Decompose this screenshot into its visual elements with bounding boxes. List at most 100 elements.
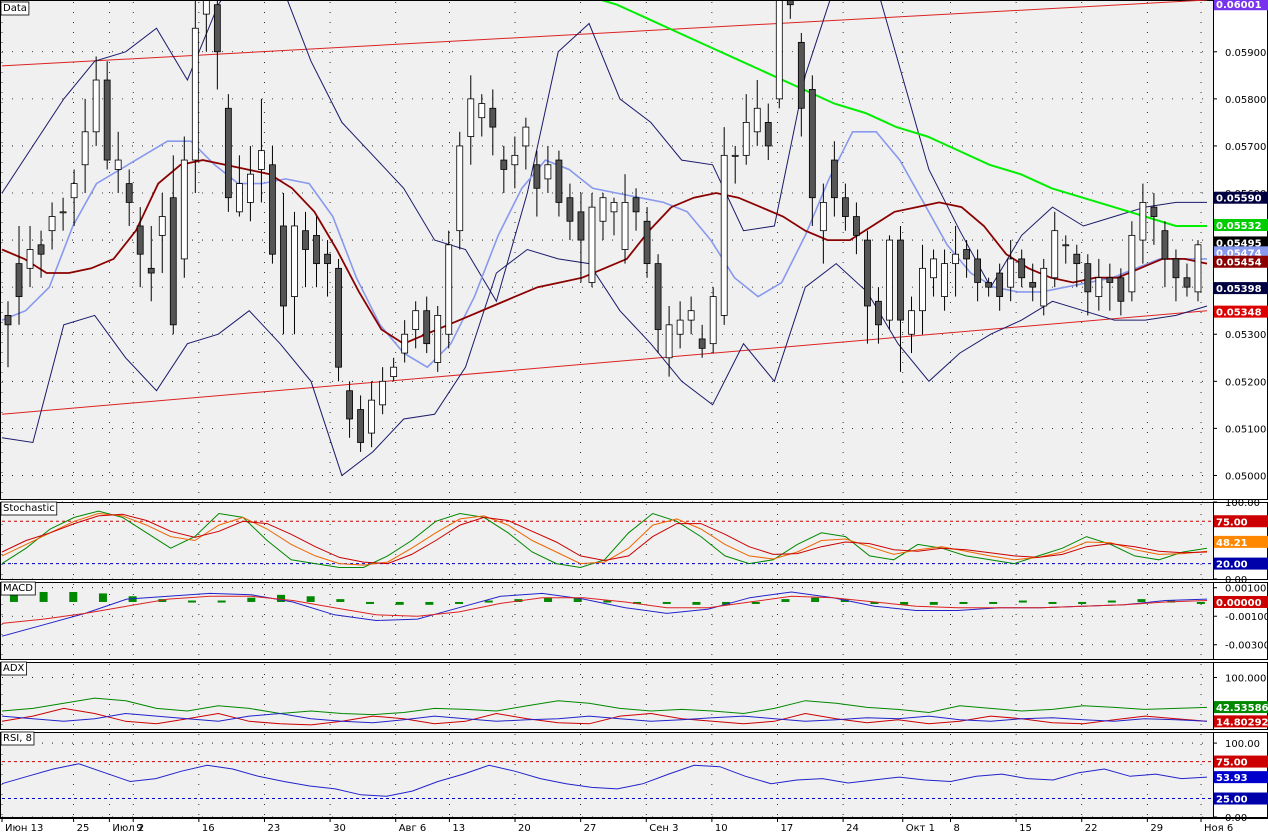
candle-body xyxy=(544,164,552,180)
macd-histogram-bar xyxy=(425,601,434,605)
macd-histogram-bar xyxy=(336,599,345,602)
candle-body xyxy=(335,267,342,368)
price-tag-label: 0.06001 xyxy=(1216,0,1262,11)
candle-body xyxy=(676,319,684,335)
candle-body xyxy=(412,310,420,330)
y-tick-label: 0.05800 xyxy=(1225,95,1266,106)
y-tick-label: 0.05200 xyxy=(1225,377,1266,388)
candle-body xyxy=(1117,277,1125,302)
price-tag-label: 0.05474 xyxy=(1216,248,1262,259)
macd-histogram-bar xyxy=(1137,599,1146,602)
candle-body xyxy=(1040,267,1048,307)
candle-body xyxy=(434,315,442,363)
candle-body xyxy=(875,300,882,326)
macd-histogram-bar xyxy=(722,601,731,605)
y-tick-label: 0.00100 xyxy=(1225,584,1266,595)
price-tag xyxy=(1214,715,1268,728)
candle-body xyxy=(147,267,155,274)
x-tick-label: 8 xyxy=(953,823,959,834)
x-tick-label: 24 xyxy=(846,823,859,834)
candle-body xyxy=(908,310,915,335)
macd-histogram-bar xyxy=(959,601,968,604)
candle-body xyxy=(1051,230,1059,279)
x-tick-label: 15 xyxy=(1019,823,1032,834)
x-tick-label: 27 xyxy=(584,823,597,834)
macd-histogram-bar xyxy=(306,596,315,602)
price-tag xyxy=(1214,0,1268,11)
stochastic-series-group xyxy=(1,510,1208,569)
candle-body xyxy=(511,154,519,166)
panel-title-box xyxy=(0,1,30,16)
candle-body xyxy=(368,399,376,434)
main-series-group xyxy=(1,1,1208,477)
price-tag xyxy=(1214,595,1268,608)
candle-body xyxy=(302,230,309,250)
x-tick-label: Ноя 6 xyxy=(1204,823,1233,834)
candle-body xyxy=(985,282,993,288)
candle-body xyxy=(4,315,12,326)
panel-background xyxy=(0,732,1213,817)
candle-body xyxy=(786,1,794,6)
y-tick-label: 100.00 xyxy=(1225,498,1260,509)
macd-histogram-bar xyxy=(544,597,553,602)
candle-body xyxy=(886,239,893,321)
macd-histogram-bar xyxy=(187,600,196,603)
macd-histogram-bar xyxy=(633,601,642,604)
y-tick-label: 0.05000 xyxy=(1225,471,1266,482)
candle-body xyxy=(1183,277,1191,288)
candle-body xyxy=(522,126,530,147)
candle-body xyxy=(269,164,276,255)
macd-histogram-bar xyxy=(692,601,701,605)
moving-average-red xyxy=(1,159,1208,345)
candle-body xyxy=(1128,234,1136,293)
candle-body xyxy=(698,338,706,349)
candle-body xyxy=(797,41,805,109)
candle-body xyxy=(313,234,320,265)
candle-body xyxy=(1062,244,1070,247)
candle-body xyxy=(346,390,353,420)
candle-body xyxy=(390,366,398,378)
price-tag xyxy=(1214,282,1268,295)
price-tag xyxy=(1214,255,1268,268)
bollinger-upper-band xyxy=(1,1,1207,303)
x-tick-label: Сен 3 xyxy=(649,823,678,834)
y-tick-label: 0.05700 xyxy=(1225,142,1266,153)
rsi-line xyxy=(1,763,1208,797)
panel-title-box xyxy=(0,731,35,746)
candle-body xyxy=(379,380,387,406)
candle-body xyxy=(808,89,816,199)
candle-body xyxy=(136,225,144,255)
price-tag-label: 75.00 xyxy=(1216,758,1248,769)
bollinger-lower-band xyxy=(1,248,1208,477)
candle-body xyxy=(500,159,508,170)
macd-histogram-bar xyxy=(69,591,78,602)
candle-body xyxy=(853,216,860,236)
x-tick-label: 25 xyxy=(77,823,90,834)
candle-body xyxy=(202,1,210,15)
candle-body xyxy=(26,249,34,269)
stochastic-panel-title: Stochastic xyxy=(3,503,55,514)
candle-body xyxy=(632,197,640,213)
macd-histogram-bar xyxy=(39,591,48,602)
x-tick-label: 22 xyxy=(1085,823,1098,834)
price-tag-label: 75.00 xyxy=(1216,517,1248,528)
price-tag xyxy=(1214,305,1268,318)
price-tag-label: 0.05454 xyxy=(1216,258,1262,269)
macd-histogram-bar xyxy=(603,600,612,603)
stochastic-line xyxy=(1,510,1208,569)
y-tick-label: 0.00 xyxy=(1225,575,1247,586)
candle-body xyxy=(180,159,188,260)
candle-body xyxy=(841,197,849,217)
main-panel-title: Data xyxy=(3,3,27,14)
panel-title-box xyxy=(0,581,36,596)
macd-histogram-bar xyxy=(247,597,256,602)
macd-histogram-bar xyxy=(217,600,226,603)
candle-body xyxy=(566,197,574,222)
price-tag-label: 0.05398 xyxy=(1216,284,1262,295)
candle-body xyxy=(819,202,827,232)
candle-body xyxy=(1172,258,1180,279)
x-tick-label: 9 xyxy=(136,823,142,834)
candle-body xyxy=(324,253,331,265)
candle-body xyxy=(731,154,739,157)
candle-body xyxy=(235,183,243,213)
